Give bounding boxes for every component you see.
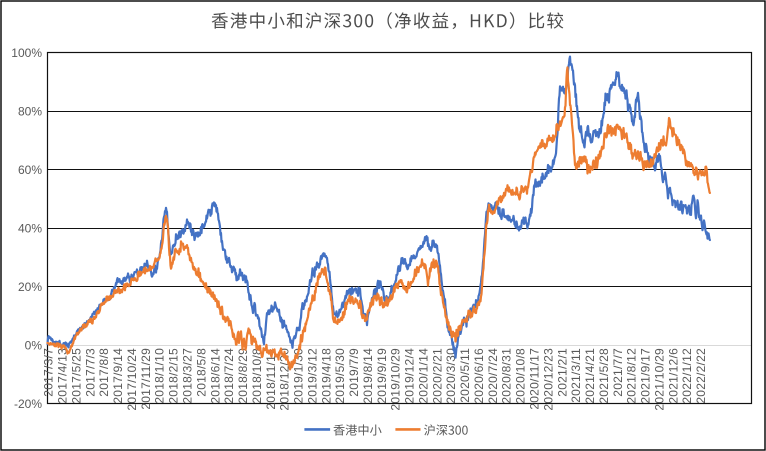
svg-text:2017/9/14: 2017/9/14 xyxy=(111,348,125,404)
svg-text:2020/7/24: 2020/7/24 xyxy=(486,348,500,404)
svg-text:2018/2/15: 2018/2/15 xyxy=(167,348,181,404)
svg-text:2020/6/16: 2020/6/16 xyxy=(472,348,486,404)
svg-text:2021/8/12: 2021/8/12 xyxy=(625,348,639,404)
svg-text:2020/10/8: 2020/10/8 xyxy=(514,348,528,404)
svg-text:60%: 60% xyxy=(18,163,42,177)
svg-text:2020/5/11: 2020/5/11 xyxy=(458,348,472,403)
svg-text:2017/5/25: 2017/5/25 xyxy=(69,348,83,404)
svg-text:2018/11/14: 2018/11/14 xyxy=(264,348,278,410)
svg-text:2019/4/18: 2019/4/18 xyxy=(319,348,333,404)
svg-text:2019/9/19: 2019/9/19 xyxy=(375,348,389,404)
svg-text:40%: 40% xyxy=(18,222,42,236)
svg-text:2017/3/7: 2017/3/7 xyxy=(42,348,56,397)
svg-text:2018/1/10: 2018/1/10 xyxy=(153,348,167,404)
svg-text:2020/8/31: 2020/8/31 xyxy=(500,348,514,404)
svg-text:2020/2/21: 2020/2/21 xyxy=(430,348,444,404)
svg-text:80%: 80% xyxy=(18,105,42,119)
svg-text:2021/9/17: 2021/9/17 xyxy=(639,348,653,404)
svg-text:2019/1/30: 2019/1/30 xyxy=(292,348,306,404)
svg-text:20%: 20% xyxy=(18,280,42,294)
svg-text:2017/4/13: 2017/4/13 xyxy=(56,348,70,404)
svg-text:2017/7/3: 2017/7/3 xyxy=(83,348,97,397)
svg-text:2017/11/29: 2017/11/29 xyxy=(139,348,153,410)
svg-text:2019/7/9: 2019/7/9 xyxy=(347,348,361,397)
svg-text:2020/1/14: 2020/1/14 xyxy=(416,348,430,404)
svg-text:2022/1/12: 2022/1/12 xyxy=(680,348,694,404)
svg-text:2022/2/22: 2022/2/22 xyxy=(694,348,708,404)
svg-text:2018/8/29: 2018/8/29 xyxy=(236,348,250,404)
svg-text:0%: 0% xyxy=(25,339,43,353)
svg-text:2017/10/24: 2017/10/24 xyxy=(125,348,139,411)
svg-text:2021/4/21: 2021/4/21 xyxy=(583,348,597,404)
svg-text:2021/3/11: 2021/3/11 xyxy=(569,348,583,403)
svg-text:2020/3/30: 2020/3/30 xyxy=(444,348,458,404)
svg-text:-20%: -20% xyxy=(14,397,42,411)
svg-text:2021/10/29: 2021/10/29 xyxy=(652,348,666,411)
svg-text:2021/2/1: 2021/2/1 xyxy=(555,348,569,397)
svg-text:2021/12/6: 2021/12/6 xyxy=(666,348,680,404)
svg-text:2018/3/27: 2018/3/27 xyxy=(181,348,195,404)
svg-text:2019/10/29: 2019/10/29 xyxy=(389,348,403,411)
svg-text:2019/5/30: 2019/5/30 xyxy=(333,348,347,404)
svg-text:2018/5/8: 2018/5/8 xyxy=(194,348,208,397)
svg-text:2019/12/4: 2019/12/4 xyxy=(403,348,417,404)
svg-text:2020/11/17: 2020/11/17 xyxy=(528,348,542,410)
svg-text:100%: 100% xyxy=(11,46,42,60)
svg-text:2018/10/8: 2018/10/8 xyxy=(250,348,264,404)
svg-text:2019/8/14: 2019/8/14 xyxy=(361,348,375,404)
svg-text:2021/7/7: 2021/7/7 xyxy=(611,348,625,397)
svg-text:2020/12/23: 2020/12/23 xyxy=(541,348,555,411)
svg-text:2017/8/8: 2017/8/8 xyxy=(97,348,111,397)
svg-text:2019/3/12: 2019/3/12 xyxy=(305,348,319,404)
svg-text:2018/7/24: 2018/7/24 xyxy=(222,348,236,404)
svg-text:2021/5/28: 2021/5/28 xyxy=(597,348,611,404)
svg-text:2018/6/14: 2018/6/14 xyxy=(208,348,222,404)
